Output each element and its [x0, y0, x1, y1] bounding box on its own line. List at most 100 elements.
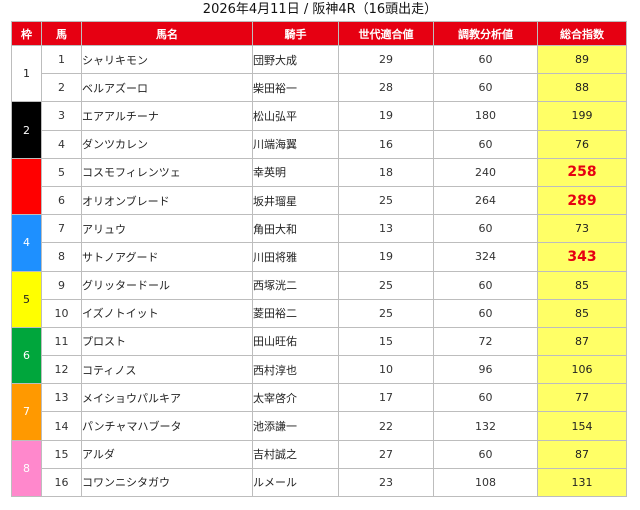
training-analysis-value: 60 [433, 298, 538, 328]
horse-name: ベルアズーロ [81, 73, 253, 103]
horse-number: 10 [41, 298, 82, 328]
jockey-name: 西村淳也 [252, 355, 339, 385]
header-uma: 馬 [41, 21, 82, 46]
training-analysis-value: 180 [433, 101, 538, 131]
jockey-name: 太宰啓介 [252, 383, 339, 413]
table-row: 6 オリオンブレード 坂井瑠星 25 264 289 [12, 185, 627, 216]
table-row: 2 ベルアズーロ 柴田裕一 28 60 88 [12, 73, 627, 103]
table-row: 1 1 シャリキモン 団野大成 29 60 89 [11, 44, 627, 103]
jockey-name: 団野大成 [252, 44, 339, 75]
total-index: 343 [537, 242, 627, 272]
training-analysis-value: 60 [433, 439, 538, 469]
horse-number: 12 [41, 355, 82, 385]
training-analysis-value: 60 [433, 214, 538, 244]
total-index: 85 [537, 270, 627, 300]
horse-number: 7 [41, 214, 82, 244]
jockey-name: 川田将雅 [252, 242, 339, 272]
jockey-name: 田山旺佑 [252, 326, 339, 357]
table-row: 2 3 エアアルチーナ 松山弘平 19 180 199 [11, 101, 627, 159]
total-index: 77 [537, 383, 627, 413]
horse-number: 3 [41, 101, 82, 131]
table-row: 4 ダンツカレン 川端海翼 16 60 76 [12, 129, 627, 159]
total-index: 89 [537, 44, 627, 75]
horse-name: オリオンブレード [81, 185, 253, 216]
header-waku: 枠 [11, 21, 42, 46]
horse-number: 14 [41, 411, 82, 441]
horse-number: 11 [41, 326, 82, 357]
horse-name: メイショウパルキア [81, 383, 253, 413]
waku-cell: 1 [11, 44, 42, 103]
waku-cell: 5 [11, 270, 42, 328]
horse-name: アリュウ [81, 214, 253, 244]
generation-fit-value: 19 [338, 101, 434, 131]
table-row: 6 11 プロスト 田山旺佑 15 72 87 [11, 326, 627, 385]
total-index: 85 [537, 298, 627, 328]
race-table: 枠 馬 馬名 騎手 世代適合値 調教分析値 総合指数 1 1 シャリキモン 団野大成 2… [11, 21, 627, 498]
horse-name: プロスト [81, 326, 253, 357]
jockey-name: 松山弘平 [252, 101, 339, 131]
horse-number: 1 [41, 44, 82, 75]
table-row: 14 パンチャマハブータ 池添謙一 22 132 154 [12, 411, 627, 441]
generation-fit-value: 10 [338, 355, 434, 385]
horse-number: 4 [41, 129, 82, 159]
horse-number: 9 [41, 270, 82, 300]
generation-fit-value: 25 [338, 270, 434, 300]
horse-name: パンチャマハブータ [81, 411, 253, 441]
waku-cell: 6 [11, 326, 42, 385]
header-train: 調教分析値 [433, 21, 538, 46]
horse-number: 8 [41, 242, 82, 272]
table-row: 12 コティノス 西村淳也 10 96 106 [12, 355, 627, 385]
generation-fit-value: 19 [338, 242, 434, 272]
total-index: 87 [537, 326, 627, 357]
total-index: 289 [537, 185, 627, 216]
total-index: 106 [537, 355, 627, 385]
generation-fit-value: 15 [338, 326, 434, 357]
table-row: 10 イズノトイット 菱田裕二 25 60 85 [12, 298, 627, 328]
table-row: 5 9 グリッタードール 西塚洸二 25 60 85 [11, 270, 627, 328]
waku-cell: 8 [11, 439, 42, 498]
horse-number: 13 [41, 383, 82, 413]
total-index: 199 [537, 101, 627, 131]
generation-fit-value: 18 [338, 157, 434, 187]
race-table-body: 1 1 シャリキモン 団野大成 29 60 89 2 ベルアズーロ 柴田裕一 28 60 88 2 3 エアア… [11, 44, 627, 498]
table-row: 4 7 アリュウ 角田大和 13 60 73 [11, 214, 627, 272]
jockey-name: 西塚洸二 [252, 270, 339, 300]
training-analysis-value: 60 [433, 383, 538, 413]
table-row: 16 コワンニシタガウ ルメール 23 108 131 [12, 467, 627, 498]
generation-fit-value: 28 [338, 73, 434, 103]
horse-number: 15 [41, 439, 82, 469]
waku-cell: 7 [11, 383, 42, 441]
total-index: 258 [537, 157, 627, 187]
waku-cell: 2 [11, 101, 42, 159]
generation-fit-value: 25 [338, 185, 434, 216]
generation-fit-value: 27 [338, 439, 434, 469]
jockey-name: 吉村誠之 [252, 439, 339, 469]
generation-fit-value: 17 [338, 383, 434, 413]
header-row: 枠 馬 馬名 騎手 世代適合値 調教分析値 総合指数 [11, 21, 627, 46]
total-index: 131 [537, 467, 627, 498]
horse-name: コスモフィレンツェ [81, 157, 253, 187]
jockey-name: 幸英明 [252, 157, 339, 187]
horse-name: コワンニシタガウ [81, 467, 253, 498]
generation-fit-value: 23 [338, 467, 434, 498]
training-analysis-value: 60 [433, 73, 538, 103]
horse-name: サトノアグード [81, 242, 253, 272]
generation-fit-value: 16 [338, 129, 434, 159]
jockey-name: 川端海翼 [252, 129, 339, 159]
waku-cell: 3 [11, 157, 42, 216]
table-row: 3 5 コスモフィレンツェ 幸英明 18 240 258 [11, 157, 627, 216]
training-analysis-value: 96 [433, 355, 538, 385]
table-row: 8 サトノアグード 川田将雅 19 324 343 [12, 242, 627, 272]
horse-name: イズノトイット [81, 298, 253, 328]
horse-name: アルダ [81, 439, 253, 469]
training-analysis-value: 60 [433, 44, 538, 75]
generation-fit-value: 22 [338, 411, 434, 441]
horse-name: シャリキモン [81, 44, 253, 75]
jockey-name: 菱田裕二 [252, 298, 339, 328]
training-analysis-value: 264 [433, 185, 538, 216]
table-row: 7 13 メイショウパルキア 太宰啓介 17 60 77 [11, 383, 627, 441]
jockey-name: 坂井瑠星 [252, 185, 339, 216]
training-analysis-value: 324 [433, 242, 538, 272]
jockey-name: 柴田裕一 [252, 73, 339, 103]
header-total: 総合指数 [537, 21, 627, 46]
